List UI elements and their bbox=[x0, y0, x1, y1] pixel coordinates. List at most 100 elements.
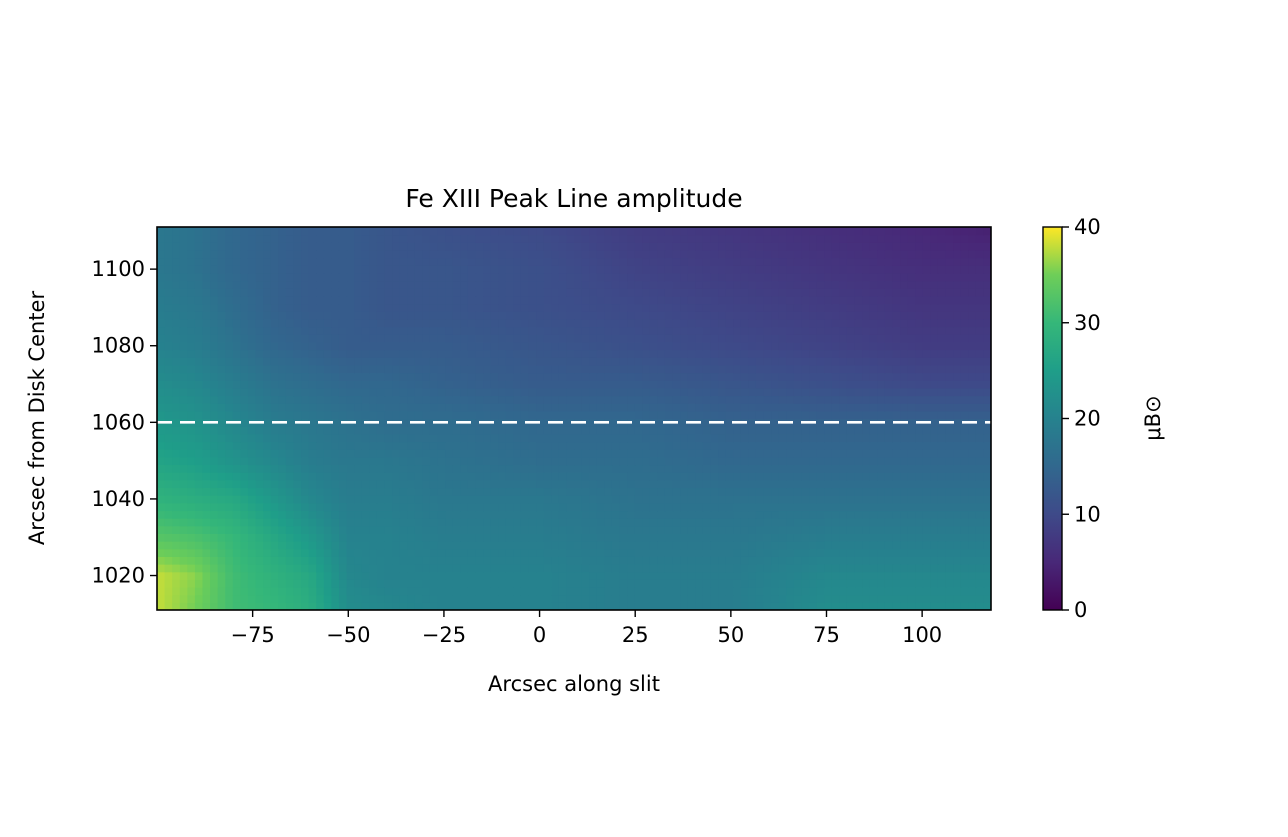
heatmap-cell bbox=[937, 387, 947, 397]
heatmap-cell bbox=[611, 265, 621, 274]
heatmap-cell bbox=[187, 349, 196, 358]
heatmap-cell bbox=[505, 326, 514, 335]
heatmap-cell bbox=[498, 525, 507, 534]
heatmap-cell bbox=[255, 495, 264, 504]
heatmap-cell bbox=[429, 495, 439, 504]
heatmap-cell bbox=[263, 349, 272, 358]
heatmap-cell bbox=[285, 541, 295, 550]
heatmap-cell bbox=[581, 357, 590, 366]
heatmap-cell bbox=[755, 449, 765, 458]
heatmap-cell bbox=[460, 303, 469, 312]
heatmap-cell bbox=[786, 334, 795, 343]
heatmap-cell bbox=[429, 541, 439, 550]
heatmap-cell bbox=[452, 257, 461, 266]
heatmap-cell bbox=[392, 533, 401, 542]
heatmap-cell bbox=[786, 387, 795, 397]
heatmap-cell bbox=[816, 449, 825, 458]
heatmap-cell bbox=[983, 456, 991, 466]
heatmap-cell bbox=[301, 395, 310, 404]
heatmap-cell bbox=[263, 472, 272, 481]
heatmap-cell bbox=[960, 449, 969, 458]
heatmap-cell bbox=[278, 272, 287, 282]
heatmap-cell bbox=[414, 472, 423, 481]
heatmap-cell bbox=[793, 326, 803, 335]
heatmap-cell bbox=[505, 433, 514, 443]
heatmap-cell bbox=[392, 548, 401, 557]
heatmap-cell bbox=[854, 349, 863, 358]
heatmap-cell bbox=[164, 349, 173, 358]
heatmap-cell bbox=[611, 579, 621, 588]
heatmap-cell bbox=[604, 372, 613, 381]
heatmap-cell bbox=[596, 357, 605, 366]
heatmap-cell bbox=[930, 426, 939, 435]
heatmap-cell bbox=[725, 318, 734, 328]
heatmap-cell bbox=[930, 372, 939, 381]
heatmap-cell bbox=[475, 311, 484, 320]
heatmap-cell bbox=[255, 541, 264, 550]
heatmap-cell bbox=[467, 288, 477, 297]
heatmap-cell bbox=[498, 303, 507, 312]
heatmap-cell bbox=[763, 280, 772, 289]
heatmap-cell bbox=[316, 272, 325, 282]
heatmap-cell bbox=[604, 380, 613, 389]
heatmap-cell bbox=[331, 272, 340, 282]
heatmap-cell bbox=[528, 272, 537, 282]
heatmap-cell bbox=[975, 487, 985, 496]
heatmap-cell bbox=[513, 410, 522, 420]
heatmap-cell bbox=[786, 357, 795, 366]
heatmap-cell bbox=[915, 272, 924, 282]
heatmap-cell bbox=[596, 403, 605, 412]
heatmap-cell bbox=[983, 318, 991, 328]
heatmap-cell bbox=[846, 280, 856, 289]
heatmap-cell bbox=[384, 479, 393, 489]
heatmap-cell bbox=[695, 502, 704, 512]
heatmap-cell bbox=[634, 518, 643, 527]
heatmap-cell bbox=[551, 533, 560, 542]
heatmap-cell bbox=[657, 564, 666, 573]
heatmap-cell bbox=[225, 280, 234, 289]
heatmap-cell bbox=[270, 518, 279, 527]
heatmap-cell bbox=[816, 311, 825, 320]
heatmap-cell bbox=[520, 510, 530, 519]
heatmap-cell bbox=[414, 349, 423, 358]
heatmap-cell bbox=[937, 372, 947, 381]
heatmap-cell bbox=[930, 479, 939, 489]
heatmap-cell bbox=[778, 341, 787, 351]
heatmap-cell bbox=[210, 464, 219, 473]
heatmap-cell bbox=[558, 479, 568, 489]
heatmap-cell bbox=[157, 395, 166, 404]
heatmap-cell bbox=[225, 533, 234, 542]
heatmap-cell bbox=[278, 579, 287, 588]
heatmap-cell bbox=[771, 265, 780, 274]
heatmap-cell bbox=[915, 587, 924, 596]
heatmap-cell bbox=[323, 426, 332, 435]
heatmap-cell bbox=[558, 341, 568, 351]
heatmap-cell bbox=[376, 472, 386, 481]
heatmap-cell bbox=[755, 364, 765, 374]
heatmap-cell bbox=[172, 334, 181, 343]
heatmap-cell bbox=[953, 410, 962, 420]
heatmap-cell bbox=[558, 334, 568, 343]
heatmap-cell bbox=[975, 288, 985, 297]
heatmap-cell bbox=[316, 403, 325, 412]
heatmap-cell bbox=[498, 571, 507, 580]
heatmap-cell bbox=[323, 372, 332, 381]
heatmap-cell bbox=[202, 303, 211, 312]
heatmap-cell bbox=[384, 548, 393, 557]
heatmap-cell bbox=[202, 564, 211, 573]
heatmap-cell bbox=[422, 587, 431, 596]
heatmap-cell bbox=[460, 318, 469, 328]
heatmap-cell bbox=[467, 587, 477, 596]
heatmap-cell bbox=[407, 518, 416, 527]
heatmap-cell bbox=[399, 318, 408, 328]
heatmap-cell bbox=[892, 265, 901, 274]
heatmap-cell bbox=[536, 272, 545, 282]
heatmap-cell bbox=[293, 556, 302, 565]
heatmap-cell bbox=[763, 334, 772, 343]
heatmap-cell bbox=[460, 357, 469, 366]
heatmap-cell bbox=[831, 288, 840, 297]
heatmap-cell bbox=[247, 410, 257, 420]
heatmap-cell bbox=[748, 426, 757, 435]
heatmap-cell bbox=[240, 341, 249, 351]
heatmap-cell bbox=[338, 303, 348, 312]
